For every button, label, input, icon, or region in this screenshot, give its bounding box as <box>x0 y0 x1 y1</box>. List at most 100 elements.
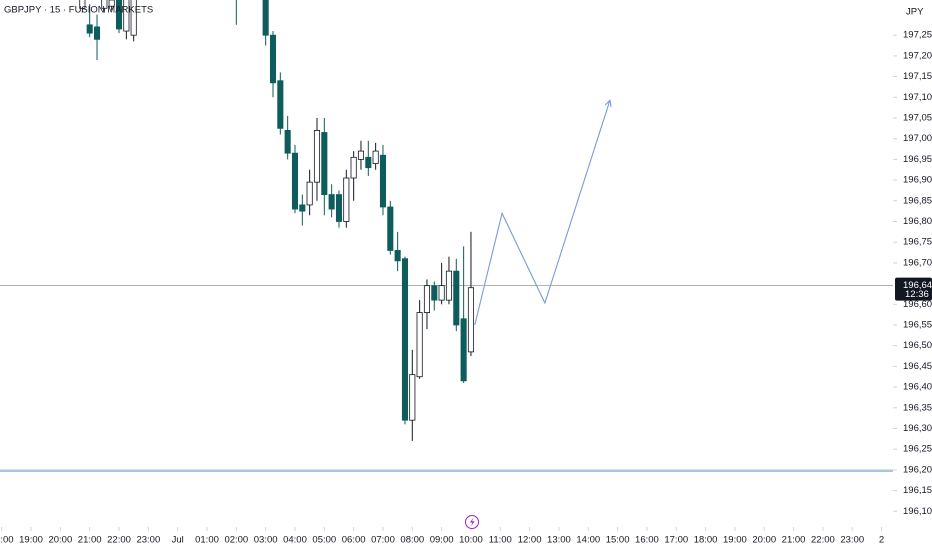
x-tick-label: 08:00 <box>400 535 424 546</box>
candle-body <box>284 130 291 154</box>
x-tick-label: 20:00 <box>752 535 776 546</box>
x-tick-label: 19:00 <box>19 535 43 546</box>
candle-body <box>262 0 269 36</box>
x-tick-label: 01:00 <box>195 535 219 546</box>
y-tick-label: 197,200 <box>903 50 932 61</box>
candle-body <box>277 80 284 129</box>
candle-body <box>416 312 423 378</box>
x-tick-label: 18:00 <box>0 535 14 546</box>
x-tick-label: 13:00 <box>547 535 571 546</box>
candle-body <box>328 194 335 210</box>
candle-body <box>86 24 93 34</box>
y-tick-label: 196,800 <box>903 216 932 227</box>
x-tick-label: 17:00 <box>664 535 688 546</box>
x-tick-label: 21:00 <box>782 535 806 546</box>
y-tick-label: 196,900 <box>903 175 932 186</box>
y-tick-label: 196,300 <box>903 423 932 434</box>
chart-title: GBPJPY · 15 · FUSION MARKETS <box>4 5 153 16</box>
y-tick-label: 196,550 <box>903 319 932 330</box>
candle-body <box>453 270 460 326</box>
y-tick-label: 196,450 <box>903 361 932 372</box>
x-tick-label: 05:00 <box>312 535 336 546</box>
candle-body <box>123 0 130 32</box>
candle-body <box>357 150 365 160</box>
y-tick-label: 196,100 <box>903 506 932 517</box>
x-tick-label: 22:00 <box>107 535 131 546</box>
candle-body <box>299 204 306 212</box>
candle-body <box>372 150 379 164</box>
event-icon[interactable] <box>465 515 479 529</box>
candle-body <box>431 285 438 301</box>
currency: JPY <box>906 7 924 18</box>
y-tick-label: 197,050 <box>903 113 932 124</box>
candle-body <box>365 156 372 169</box>
x-tick-label: 11:00 <box>489 535 512 546</box>
candle-body <box>93 26 101 40</box>
x-tick-label: 12:00 <box>518 535 542 546</box>
last-price-label: 196,645 <box>903 280 932 291</box>
y-tick-label: 197,100 <box>903 92 932 103</box>
candle-body <box>387 206 394 251</box>
x-tick-label: 23:00 <box>840 535 864 546</box>
x-tick-label: Jul <box>172 535 184 546</box>
last-price-box <box>895 277 932 301</box>
y-tick-label: 196,350 <box>903 402 932 413</box>
x-tick-label: 20:00 <box>48 535 72 546</box>
y-tick-label: 197,000 <box>903 133 932 144</box>
candle-body <box>445 270 453 301</box>
y-tick-label: 196,400 <box>903 382 932 393</box>
candle-body <box>460 318 467 382</box>
x-tick-label: 15:00 <box>606 535 630 546</box>
projection-path <box>474 100 610 326</box>
x-tick-label: 09:00 <box>430 535 454 546</box>
y-tick-label: 197,150 <box>903 71 932 82</box>
plot-area <box>0 0 893 472</box>
x-tick-label: 03:00 <box>254 535 278 546</box>
axes: 197,250 197,200 197,150 197,100 197,050 197,0… <box>0 30 932 546</box>
candle-body <box>438 285 445 301</box>
candle-body <box>467 287 474 353</box>
candle-body <box>108 0 115 7</box>
candle-body <box>335 194 343 222</box>
x-tick-label: 18:00 <box>694 535 718 546</box>
candle-body <box>343 177 350 222</box>
x-tick-label: 06:00 <box>342 535 366 546</box>
x-tick-label: 07:00 <box>371 535 395 546</box>
candle-body <box>379 154 387 208</box>
y-tick-label: 196,500 <box>903 340 932 351</box>
x-tick-label: 22:00 <box>811 535 835 546</box>
x-tick-label: 23:00 <box>136 535 160 546</box>
x-tick-label: 10:00 <box>459 535 483 546</box>
candle-body <box>79 0 86 9</box>
candle-body <box>291 152 299 210</box>
x-tick-label: 02:00 <box>224 535 248 546</box>
y-tick-label: 196,600 <box>903 299 932 310</box>
y-tick-label: 197,250 <box>903 30 932 41</box>
candle-body <box>394 250 401 262</box>
y-tick-label: 196,150 <box>903 485 932 496</box>
y-tick-label: 196,750 <box>903 237 932 248</box>
candle-body <box>409 374 416 421</box>
candle-body <box>101 0 108 9</box>
x-tick-label: 19:00 <box>723 535 747 546</box>
candle-body <box>306 181 313 206</box>
candle-body <box>130 0 137 36</box>
y-tick-label: 196,950 <box>903 154 932 165</box>
candle-body <box>115 0 123 30</box>
x-tick-label: 14:00 <box>576 535 600 546</box>
candle-body <box>313 130 321 183</box>
candle-body <box>423 285 431 313</box>
countdown-label: 12:36 <box>905 289 929 300</box>
candle-body <box>350 156 357 179</box>
y-tick-label: 196,200 <box>903 464 932 475</box>
x-tick-label: 21:00 <box>78 535 102 546</box>
event-bolt[interactable] <box>470 517 475 527</box>
candle-body <box>269 34 277 84</box>
y-tick-label: 196,700 <box>903 257 932 268</box>
y-tick-label: 196,250 <box>903 444 932 455</box>
y-tick-label: 196,850 <box>903 195 932 206</box>
x-tick-label: 2 <box>879 535 884 546</box>
candle-body <box>321 132 328 195</box>
